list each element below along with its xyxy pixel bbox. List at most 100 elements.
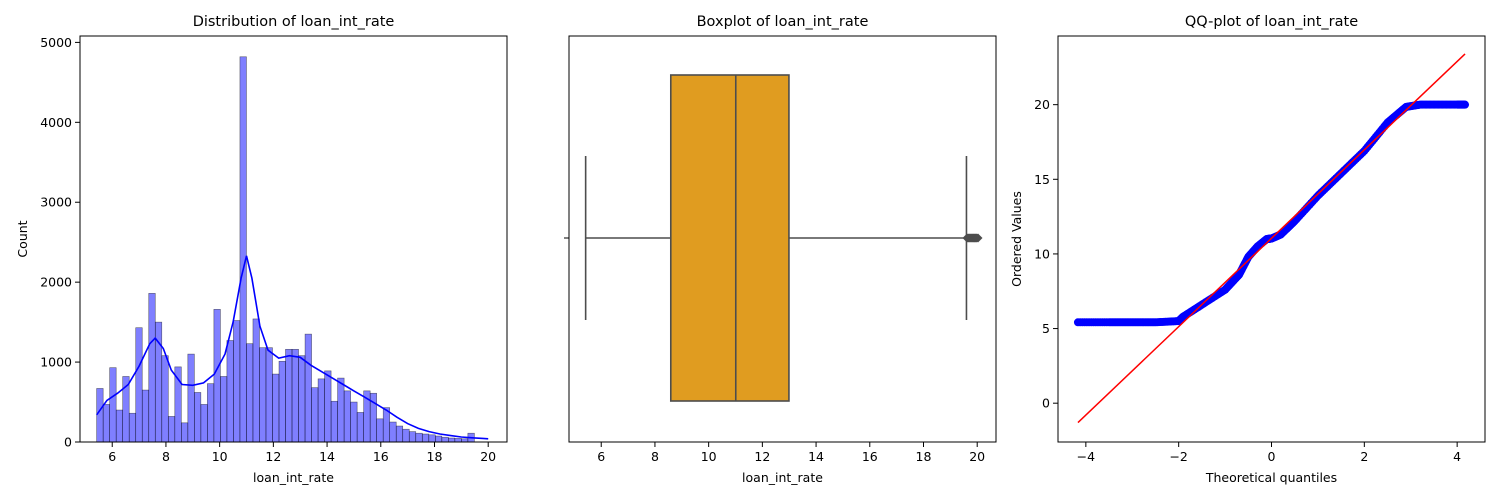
histogram-bar: [272, 373, 280, 443]
histogram-bar: [317, 378, 325, 443]
histogram-bar: [324, 370, 332, 443]
histogram-bar: [311, 387, 319, 443]
histogram-bar: [141, 389, 150, 443]
qq-plot-y-tick-label: 10: [1034, 246, 1050, 261]
qq-plot-y-tick-label: 15: [1034, 172, 1050, 187]
qq-plot-x-tick-label: −2: [1169, 449, 1187, 464]
histogram-bar: [135, 327, 143, 443]
histogram-bar: [200, 404, 208, 443]
histogram-bar: [402, 428, 410, 443]
histogram-bar: [207, 383, 215, 443]
histogram-bar: [128, 412, 137, 443]
histogram-y-tick-label: 5000: [40, 35, 72, 50]
histogram-bar: [246, 343, 254, 443]
histogram-y-ticks: 0 1000 2000 3000 4000 5000: [40, 35, 80, 450]
histogram-bar: [415, 432, 423, 443]
histogram-bar: [343, 390, 351, 443]
qq-plot-x-ticks: −4 −2 0 2 4: [1077, 442, 1461, 464]
histogram-bar: [167, 416, 176, 443]
histogram-bar: [259, 347, 267, 443]
histogram-bar: [434, 435, 443, 443]
histogram-bar: [291, 348, 299, 443]
histogram-bar: [161, 355, 169, 443]
histogram-bar: [187, 353, 195, 443]
qq-plot-x-tick-label: 0: [1268, 449, 1276, 464]
histogram-bar: [115, 409, 123, 443]
histogram-bar: [428, 434, 436, 443]
histogram-bar: [330, 400, 338, 443]
histogram-bar: [408, 431, 417, 443]
histogram-bar: [239, 56, 247, 443]
histogram-bar: [278, 360, 286, 443]
boxplot-x-tick-label: 20: [969, 449, 985, 464]
qq-plot-x-tick-label: 4: [1453, 449, 1461, 464]
histogram-y-label: Count: [15, 220, 30, 257]
histogram-x-tick-label: 8: [162, 449, 170, 464]
histogram-bar: [454, 438, 462, 443]
histogram-bar: [448, 437, 456, 443]
histogram-y-tick-label: 4000: [40, 115, 72, 130]
histogram-bar: [109, 367, 117, 443]
histogram-bar: [213, 309, 221, 443]
histogram-y-tick-label: 3000: [40, 195, 72, 210]
histogram-y-tick-label: 1000: [40, 355, 72, 370]
histogram-y-tick-label: 2000: [40, 275, 72, 290]
iqr-box: [669, 74, 790, 402]
histogram-bar: [441, 436, 449, 443]
histogram-x-ticks: 6 8 10 12 14 16 18 20: [108, 442, 496, 464]
qq-plot-y-ticks: 0 5 10 15 20: [1034, 97, 1058, 411]
boxplot-x-tick-label: 18: [916, 449, 932, 464]
histogram-bar: [285, 348, 293, 443]
histogram-bar: [265, 347, 273, 443]
kde-curve: [96, 255, 489, 440]
histogram-x-label: loan_int_rate: [253, 470, 334, 485]
histogram-bar: [304, 333, 312, 443]
qq-plot-x-label: Theoretical quantiles: [1205, 470, 1337, 485]
sample-quantile-point: [1461, 100, 1470, 109]
histogram-bar: [194, 392, 202, 443]
qq-plot-y-tick-label: 0: [1042, 396, 1050, 411]
boxplot-x-ticks: 6 8 10 12 14 16 18 20: [597, 442, 985, 464]
histogram-bar: [389, 421, 397, 443]
boxplot-x-tick-label: 6: [597, 449, 605, 464]
qq-plot-y-tick-label: 5: [1042, 321, 1050, 336]
qq-plot-y-label: Ordered Values: [1009, 191, 1024, 287]
histogram-bar: [233, 320, 241, 443]
boxplot-title: Boxplot of loan_int_rate: [697, 14, 869, 30]
histogram-bar: [226, 340, 234, 443]
histogram-bar: [376, 418, 384, 443]
histogram-bar: [350, 401, 358, 443]
boxplot-x-label: loan_int_rate: [742, 470, 823, 485]
histogram-bar: [356, 412, 364, 443]
boxplot-x-tick-label: 10: [701, 449, 717, 464]
histogram-bar: [220, 376, 228, 443]
qq-plot-x-tick-label: −4: [1077, 449, 1095, 464]
qq-plot-x-tick-label: 2: [1360, 449, 1368, 464]
histogram-bar: [421, 433, 430, 443]
boxplot-x-tick-label: 12: [754, 449, 770, 464]
histogram-panel: Distribution of loan_int_rate 6 8 10 12 14 16…: [15, 14, 508, 485]
boxplot-x-tick-label: 8: [651, 449, 659, 464]
histogram-bar: [337, 377, 345, 443]
histogram-bar: [96, 388, 104, 443]
reference-fit-line: [1077, 53, 1466, 424]
outlier-marker: [973, 233, 983, 243]
boxplot-x-tick-label: 16: [862, 449, 878, 464]
histogram-bar: [102, 404, 110, 443]
boxplot-panel: Boxplot of loan_int_rate 6 8 10 12 14 16 18 20 …: [564, 14, 997, 485]
qq-plot-y-tick-label: 20: [1034, 97, 1050, 112]
qq-plot-title: QQ-plot of loan_int_rate: [1185, 14, 1358, 30]
histogram-bar: [148, 293, 156, 443]
boxplot-marks: [584, 74, 983, 402]
histogram-x-tick-label: 10: [212, 449, 228, 464]
histogram-bar: [298, 355, 306, 443]
histogram-frame: [79, 35, 508, 443]
histogram-x-tick-label: 20: [480, 449, 496, 464]
histogram-bar: [181, 422, 189, 443]
qq-plot-marks: [1073, 53, 1470, 424]
histogram-x-tick-label: 6: [108, 449, 116, 464]
histogram-y-tick-label: 0: [64, 435, 72, 450]
histogram-x-tick-label: 18: [427, 449, 443, 464]
histogram-bar: [395, 425, 404, 443]
